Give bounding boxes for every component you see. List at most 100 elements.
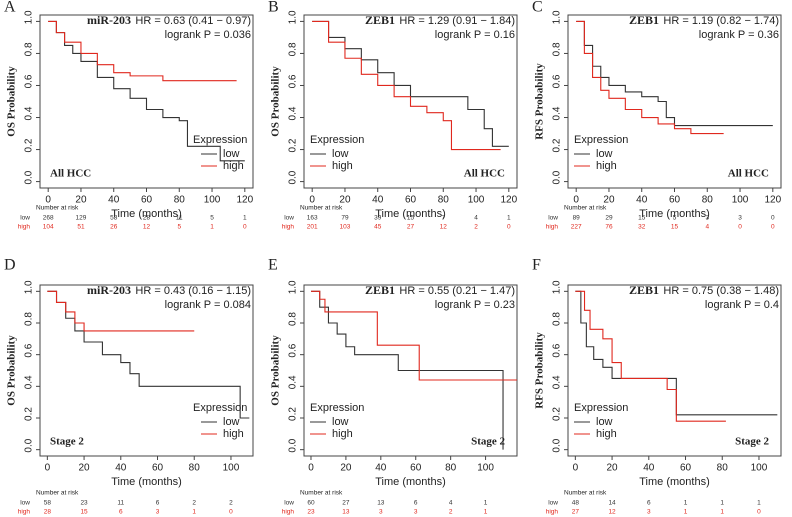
- risk-count: 27: [572, 509, 580, 516]
- x-axis-label: Time (months): [111, 476, 182, 488]
- risk-count: 1: [484, 509, 488, 516]
- logrank-p: logrank P = 0.084: [165, 299, 251, 311]
- hazard-ratio: HR = 1.19 (0.82 − 1.74): [663, 15, 779, 27]
- survival-curve: [575, 290, 726, 422]
- risk-count: 103: [340, 224, 351, 231]
- risk-row-label: high: [546, 509, 559, 516]
- risk-count: 11: [176, 215, 183, 222]
- risk-count: 26: [110, 224, 118, 231]
- panel-label: E: [268, 257, 278, 274]
- x-axis-label: Time (months): [375, 208, 446, 220]
- risk-count: 60: [307, 500, 315, 507]
- x-tick-label: 100: [223, 463, 240, 474]
- risk-count: 1: [192, 509, 196, 516]
- x-axis-label: Time (months): [639, 476, 710, 488]
- gene-label: ZEB1: [365, 283, 395, 297]
- risk-row-label: high: [18, 224, 31, 231]
- risk-count: 0: [771, 224, 775, 231]
- risk-count: 3: [414, 509, 418, 516]
- risk-count: 13: [377, 500, 385, 507]
- survival-curve: [576, 20, 773, 127]
- annotation: Stage 2: [50, 436, 84, 448]
- y-tick-label: 1.0: [24, 280, 35, 294]
- annotation: Stage 2: [735, 436, 769, 448]
- annotation: All HCC: [50, 168, 91, 180]
- risk-count: 163: [307, 215, 318, 222]
- y-tick-label: 0.8: [288, 42, 299, 56]
- risk-row-label: low: [20, 215, 30, 222]
- risk-count: 15: [638, 215, 646, 222]
- y-tick-label: 1.0: [24, 10, 35, 24]
- y-tick-label: 1.0: [288, 280, 299, 294]
- risk-count: 2: [192, 500, 196, 507]
- x-tick-label: 100: [204, 195, 221, 206]
- x-tick-label: 40: [108, 195, 120, 206]
- x-tick-label: 120: [764, 195, 781, 206]
- y-tick-label: 0.2: [288, 138, 299, 152]
- y-tick-label: 0.4: [288, 106, 299, 120]
- risk-title: Number at risk: [564, 490, 607, 497]
- y-tick-label: 0.8: [24, 312, 35, 326]
- risk-count: 45: [374, 224, 382, 231]
- y-axis-label: OS Probability: [270, 335, 282, 406]
- risk-count: 3: [738, 215, 742, 222]
- y-tick-label: 0.2: [552, 407, 563, 421]
- x-tick-label: 20: [79, 463, 91, 474]
- risk-count: 0: [229, 509, 233, 516]
- logrank-p: logrank P = 0.16: [435, 29, 515, 41]
- legend-label: low: [596, 416, 613, 428]
- x-tick-label: 100: [477, 463, 494, 474]
- legend-title: Expression: [193, 402, 247, 414]
- risk-count: 129: [76, 215, 87, 222]
- x-axis-label: Time (months): [375, 476, 446, 488]
- y-tick-label: 0.0: [288, 438, 299, 452]
- risk-count: 27: [342, 500, 350, 507]
- risk-count: 1: [243, 215, 247, 222]
- risk-count: 15: [671, 224, 679, 231]
- plot-frame: [303, 284, 518, 457]
- survival-curve: [576, 20, 724, 135]
- y-tick-label: 0.0: [24, 438, 35, 452]
- x-tick-label: 20: [340, 463, 352, 474]
- risk-count: 1: [720, 509, 724, 516]
- y-tick-label: 0.0: [288, 170, 299, 184]
- x-tick-label: 20: [603, 195, 615, 206]
- legend-title: Expression: [310, 402, 364, 414]
- y-tick-label: 0.4: [24, 106, 35, 120]
- legend-label: high: [596, 428, 617, 440]
- gene-label: ZEB1: [629, 283, 659, 297]
- risk-title: Number at risk: [564, 205, 607, 212]
- x-tick-label: 60: [141, 195, 153, 206]
- risk-count: 1: [684, 509, 688, 516]
- gene-label: miR-203: [87, 283, 131, 297]
- x-tick-label: 100: [751, 463, 768, 474]
- hazard-ratio: HR = 0.43 (0.16 − 1.15): [135, 285, 251, 297]
- risk-count: 3: [379, 509, 383, 516]
- risk-row-label: high: [282, 224, 295, 231]
- risk-count: 11: [117, 500, 124, 507]
- risk-count: 1: [757, 500, 761, 507]
- hazard-ratio: HR = 0.55 (0.21 − 1.47): [399, 285, 515, 297]
- y-axis-label: OS Probability: [6, 335, 18, 406]
- risk-count: 6: [647, 500, 651, 507]
- risk-count: 51: [77, 224, 85, 231]
- x-tick-label: 0: [308, 463, 314, 474]
- risk-count: 3: [647, 509, 651, 516]
- x-tick-label: 80: [717, 463, 729, 474]
- risk-count: 227: [571, 224, 582, 231]
- risk-count: 1: [210, 224, 214, 231]
- legend-label: low: [332, 148, 349, 160]
- x-axis-label: Time (months): [639, 208, 710, 220]
- survival-curve: [47, 290, 195, 332]
- risk-row-label: high: [18, 509, 31, 516]
- survival-curve: [310, 290, 504, 450]
- y-tick-label: 0.6: [24, 343, 35, 357]
- y-tick-label: 0.0: [552, 170, 563, 184]
- risk-count: 0: [738, 224, 742, 231]
- risk-count: 0: [757, 509, 761, 516]
- risk-count: 28: [44, 509, 52, 516]
- risk-count: 14: [608, 500, 616, 507]
- x-tick-label: 100: [468, 195, 485, 206]
- risk-count: 13: [342, 509, 350, 516]
- y-axis-label: RFS Probability: [534, 332, 546, 409]
